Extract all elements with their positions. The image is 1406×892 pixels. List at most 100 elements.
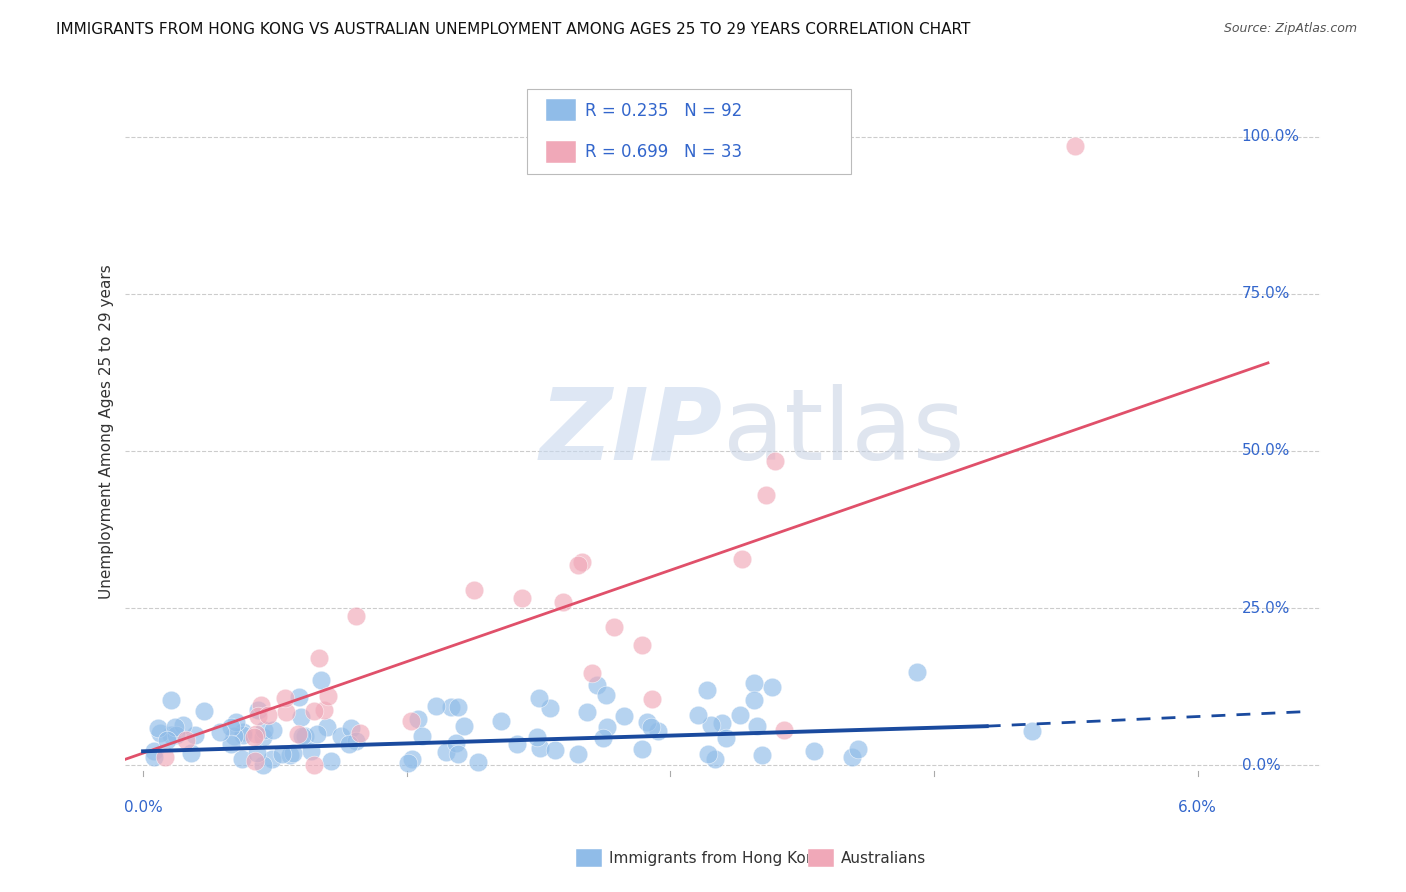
Point — [299, 744, 322, 758]
Point — [159, 727, 181, 741]
Point — [302, 704, 325, 718]
Point — [245, 726, 267, 740]
Point — [489, 714, 512, 729]
Point — [209, 725, 232, 739]
Point — [1021, 723, 1043, 738]
Text: R = 0.699   N = 33: R = 0.699 N = 33 — [585, 144, 742, 161]
Point — [425, 699, 447, 714]
Point — [305, 726, 328, 740]
Point — [540, 701, 562, 715]
Point — [399, 714, 422, 728]
Point — [148, 725, 170, 739]
Point — [595, 688, 617, 702]
Point — [337, 737, 360, 751]
Point — [453, 719, 475, 733]
Point — [321, 754, 343, 768]
Point — [697, 747, 720, 762]
Point — [581, 665, 603, 680]
Point — [696, 682, 718, 697]
Point — [283, 746, 305, 760]
Text: 0.0%: 0.0% — [124, 800, 163, 814]
Point — [316, 720, 339, 734]
Point — [731, 552, 754, 566]
Point — [243, 730, 266, 744]
Text: 0.0%: 0.0% — [1241, 757, 1281, 772]
Point — [294, 729, 316, 743]
Point — [529, 740, 551, 755]
Point — [401, 752, 423, 766]
Point — [143, 744, 166, 758]
Point — [630, 741, 652, 756]
Point — [436, 745, 458, 759]
Point — [447, 747, 470, 761]
Point — [754, 488, 776, 502]
Point — [329, 730, 352, 744]
Point — [751, 747, 773, 762]
Point — [246, 747, 269, 761]
Point — [349, 726, 371, 740]
Point — [250, 698, 273, 713]
Point — [252, 730, 274, 744]
Point — [291, 729, 314, 743]
Text: 50.0%: 50.0% — [1241, 443, 1289, 458]
Point — [193, 704, 215, 718]
Point — [287, 727, 309, 741]
Point — [163, 720, 186, 734]
Point — [467, 755, 489, 769]
Point — [231, 752, 253, 766]
Point — [742, 693, 765, 707]
Point — [232, 728, 254, 742]
Point — [506, 737, 529, 751]
Text: ZIP: ZIP — [540, 384, 723, 481]
Point — [247, 703, 270, 717]
Point — [704, 752, 727, 766]
Point — [846, 742, 869, 756]
Point — [159, 693, 181, 707]
Point — [636, 715, 658, 730]
Point — [340, 721, 363, 735]
Point — [575, 705, 598, 719]
Point — [510, 591, 533, 605]
Point — [447, 700, 470, 714]
Point — [567, 747, 589, 761]
Text: 75.0%: 75.0% — [1241, 286, 1289, 301]
Text: 25.0%: 25.0% — [1241, 600, 1289, 615]
Point — [686, 708, 709, 723]
Point — [176, 733, 198, 747]
Point — [742, 676, 765, 690]
Point — [603, 620, 626, 634]
Point — [287, 690, 309, 705]
Text: 6.0%: 6.0% — [1178, 800, 1218, 814]
Point — [551, 595, 574, 609]
Point — [567, 558, 589, 572]
Point — [180, 746, 202, 760]
Point — [728, 707, 751, 722]
Point — [219, 737, 242, 751]
Point — [253, 723, 276, 737]
Point — [304, 757, 326, 772]
Point — [841, 750, 863, 764]
Point — [172, 718, 194, 732]
Point — [148, 721, 170, 735]
Point — [247, 709, 270, 723]
Point — [274, 691, 297, 706]
Point — [700, 718, 723, 732]
Point — [314, 703, 336, 717]
Point — [153, 749, 176, 764]
Text: Source: ZipAtlas.com: Source: ZipAtlas.com — [1223, 22, 1357, 36]
Point — [592, 731, 614, 746]
Text: 100.0%: 100.0% — [1241, 129, 1299, 145]
Point — [711, 715, 734, 730]
Point — [183, 728, 205, 742]
Text: IMMIGRANTS FROM HONG KONG VS AUSTRALIAN UNEMPLOYMENT AMONG AGES 25 TO 29 YEARS C: IMMIGRANTS FROM HONG KONG VS AUSTRALIAN … — [56, 22, 970, 37]
Point — [444, 736, 467, 750]
Text: R = 0.235   N = 92: R = 0.235 N = 92 — [585, 102, 742, 120]
Point — [613, 709, 636, 723]
Point — [544, 743, 567, 757]
Point — [763, 454, 786, 468]
Point — [803, 744, 825, 758]
Point — [905, 665, 928, 680]
Point — [641, 692, 664, 706]
Point — [271, 747, 294, 761]
Point — [274, 705, 297, 719]
